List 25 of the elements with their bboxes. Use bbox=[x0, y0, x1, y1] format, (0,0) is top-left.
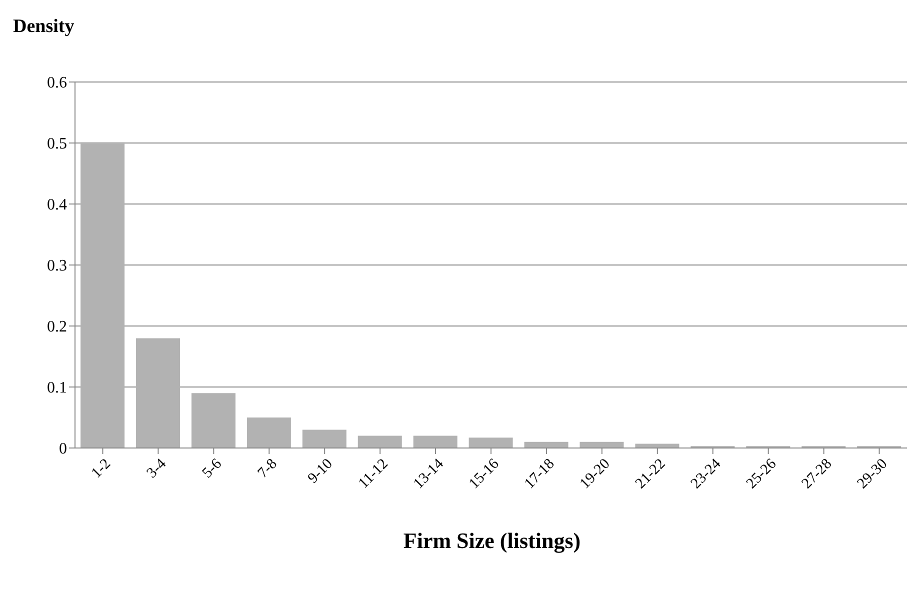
bar bbox=[80, 143, 125, 448]
bar bbox=[635, 444, 680, 448]
x-tick-label: 3-4 bbox=[144, 456, 170, 482]
x-tick-label: 7-8 bbox=[254, 456, 280, 482]
bar bbox=[191, 393, 236, 448]
y-tick-label: 0.3 bbox=[47, 258, 67, 275]
bar bbox=[413, 436, 458, 448]
x-tick-label: 5-6 bbox=[200, 456, 226, 482]
x-tick-label: 1-2 bbox=[88, 456, 114, 482]
bar bbox=[358, 436, 402, 448]
bar bbox=[468, 438, 513, 448]
x-tick-label: 9-10 bbox=[305, 456, 336, 487]
y-tick-label: 0.6 bbox=[47, 74, 67, 92]
y-tick-label: 0.2 bbox=[47, 318, 67, 336]
x-axis-title: Firm Size (listings) bbox=[402, 528, 582, 554]
bar bbox=[246, 418, 291, 448]
y-tick-label: 0 bbox=[59, 440, 67, 458]
bar bbox=[136, 338, 180, 448]
y-axis-title: Density bbox=[13, 16, 74, 38]
y-tick-label: 0.1 bbox=[47, 380, 67, 397]
bar bbox=[524, 442, 568, 448]
bar bbox=[580, 442, 624, 448]
bar bbox=[302, 430, 346, 448]
y-tick-label: 0.4 bbox=[47, 196, 67, 214]
y-tick-label: 0.5 bbox=[47, 136, 67, 153]
